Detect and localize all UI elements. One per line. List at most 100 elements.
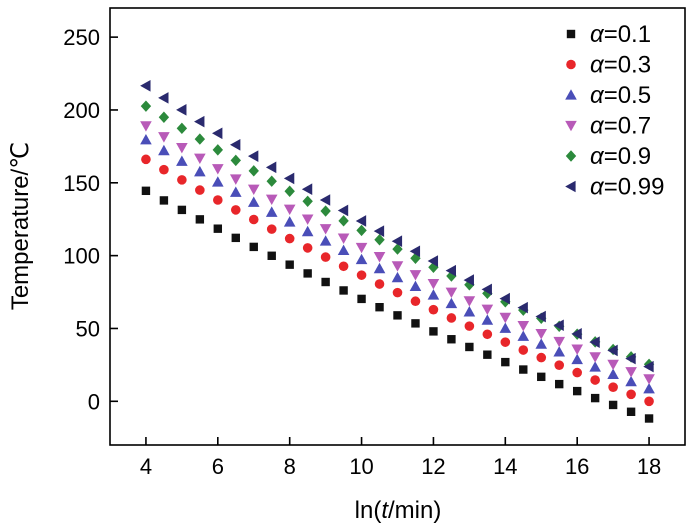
series-3 xyxy=(140,134,655,394)
data-point xyxy=(555,379,564,389)
data-point xyxy=(158,144,170,156)
y-tick-label: 200 xyxy=(63,98,100,123)
data-point xyxy=(337,204,349,217)
data-point xyxy=(554,360,565,370)
data-point xyxy=(409,280,422,291)
data-point xyxy=(265,161,277,174)
data-point xyxy=(427,279,440,290)
data-point xyxy=(195,185,205,195)
data-point xyxy=(481,314,494,325)
data-point xyxy=(446,313,457,323)
data-point xyxy=(319,194,331,206)
data-point xyxy=(411,319,420,328)
data-point xyxy=(355,242,368,254)
data-point xyxy=(643,374,655,385)
data-point xyxy=(176,104,187,116)
data-point xyxy=(608,382,618,392)
data-point xyxy=(590,375,600,385)
data-point xyxy=(194,165,206,177)
data-point xyxy=(392,243,403,255)
data-point xyxy=(571,328,582,340)
x-tick-label: 10 xyxy=(349,454,373,479)
data-point xyxy=(357,294,366,304)
data-point xyxy=(463,274,474,286)
data-point xyxy=(140,79,151,92)
data-point xyxy=(626,407,636,416)
data-point xyxy=(301,214,314,225)
data-point xyxy=(374,279,385,289)
data-point xyxy=(213,224,223,233)
data-point xyxy=(301,225,314,237)
y-tick-label: 50 xyxy=(76,316,100,341)
data-point xyxy=(176,142,188,154)
data-point xyxy=(176,155,188,166)
data-point xyxy=(284,233,295,244)
data-point xyxy=(644,414,654,423)
legend-label: α=0.5 xyxy=(590,82,651,109)
series-1 xyxy=(141,186,654,423)
data-point xyxy=(231,233,240,243)
data-point xyxy=(265,194,278,206)
data-point xyxy=(266,175,277,187)
data-point xyxy=(140,100,152,112)
series-4 xyxy=(140,121,655,385)
legend-marker xyxy=(565,180,576,193)
data-point xyxy=(212,176,224,187)
data-point xyxy=(320,205,331,217)
data-point xyxy=(301,183,313,196)
x-tick-label: 16 xyxy=(565,454,589,479)
data-point xyxy=(518,345,529,355)
data-point xyxy=(553,336,566,348)
data-point xyxy=(643,360,654,373)
data-point xyxy=(285,260,294,269)
data-point xyxy=(283,204,296,215)
data-point xyxy=(337,244,350,255)
x-axis-title-italic: t xyxy=(381,497,389,524)
data-point xyxy=(590,393,600,403)
series-6 xyxy=(140,79,654,373)
data-point xyxy=(284,185,295,197)
data-point xyxy=(445,264,457,277)
data-point xyxy=(339,286,348,295)
data-point xyxy=(535,310,546,323)
data-point xyxy=(464,321,475,331)
legend-label: α=0.3 xyxy=(590,52,651,79)
data-point xyxy=(159,164,169,175)
data-point xyxy=(427,289,440,300)
y-tick-label: 100 xyxy=(63,244,100,269)
data-point xyxy=(141,154,151,165)
x-tick-label: 4 xyxy=(140,454,152,479)
data-point xyxy=(319,224,332,235)
x-tick-label: 18 xyxy=(637,454,661,479)
data-point xyxy=(177,205,187,215)
legend-label: α=0.99 xyxy=(590,174,664,201)
data-point xyxy=(355,253,368,265)
data-point xyxy=(213,195,223,205)
data-point xyxy=(375,302,384,312)
legend-marker xyxy=(566,29,576,39)
data-point xyxy=(481,304,494,316)
series-5 xyxy=(140,100,655,371)
series-2 xyxy=(141,154,654,407)
data-point xyxy=(356,270,367,280)
data-point xyxy=(158,111,170,123)
x-axis-title-prefix: ln( xyxy=(355,497,382,524)
data-point xyxy=(229,174,242,185)
data-point xyxy=(553,346,566,357)
data-point xyxy=(249,242,258,252)
legend-marker xyxy=(565,150,577,162)
data-point xyxy=(391,235,403,248)
data-point xyxy=(481,283,492,296)
data-point xyxy=(501,357,510,367)
legend-marker xyxy=(565,120,577,132)
data-point xyxy=(212,144,224,156)
data-point xyxy=(409,270,422,281)
data-point xyxy=(589,352,601,363)
y-tick-label: 250 xyxy=(63,25,100,50)
data-point xyxy=(140,121,152,132)
legend-entry-2: α=0.3 xyxy=(566,52,651,79)
x-tick-label: 6 xyxy=(212,454,224,479)
data-point xyxy=(589,336,600,348)
data-point xyxy=(608,400,618,410)
data-point xyxy=(337,233,350,244)
